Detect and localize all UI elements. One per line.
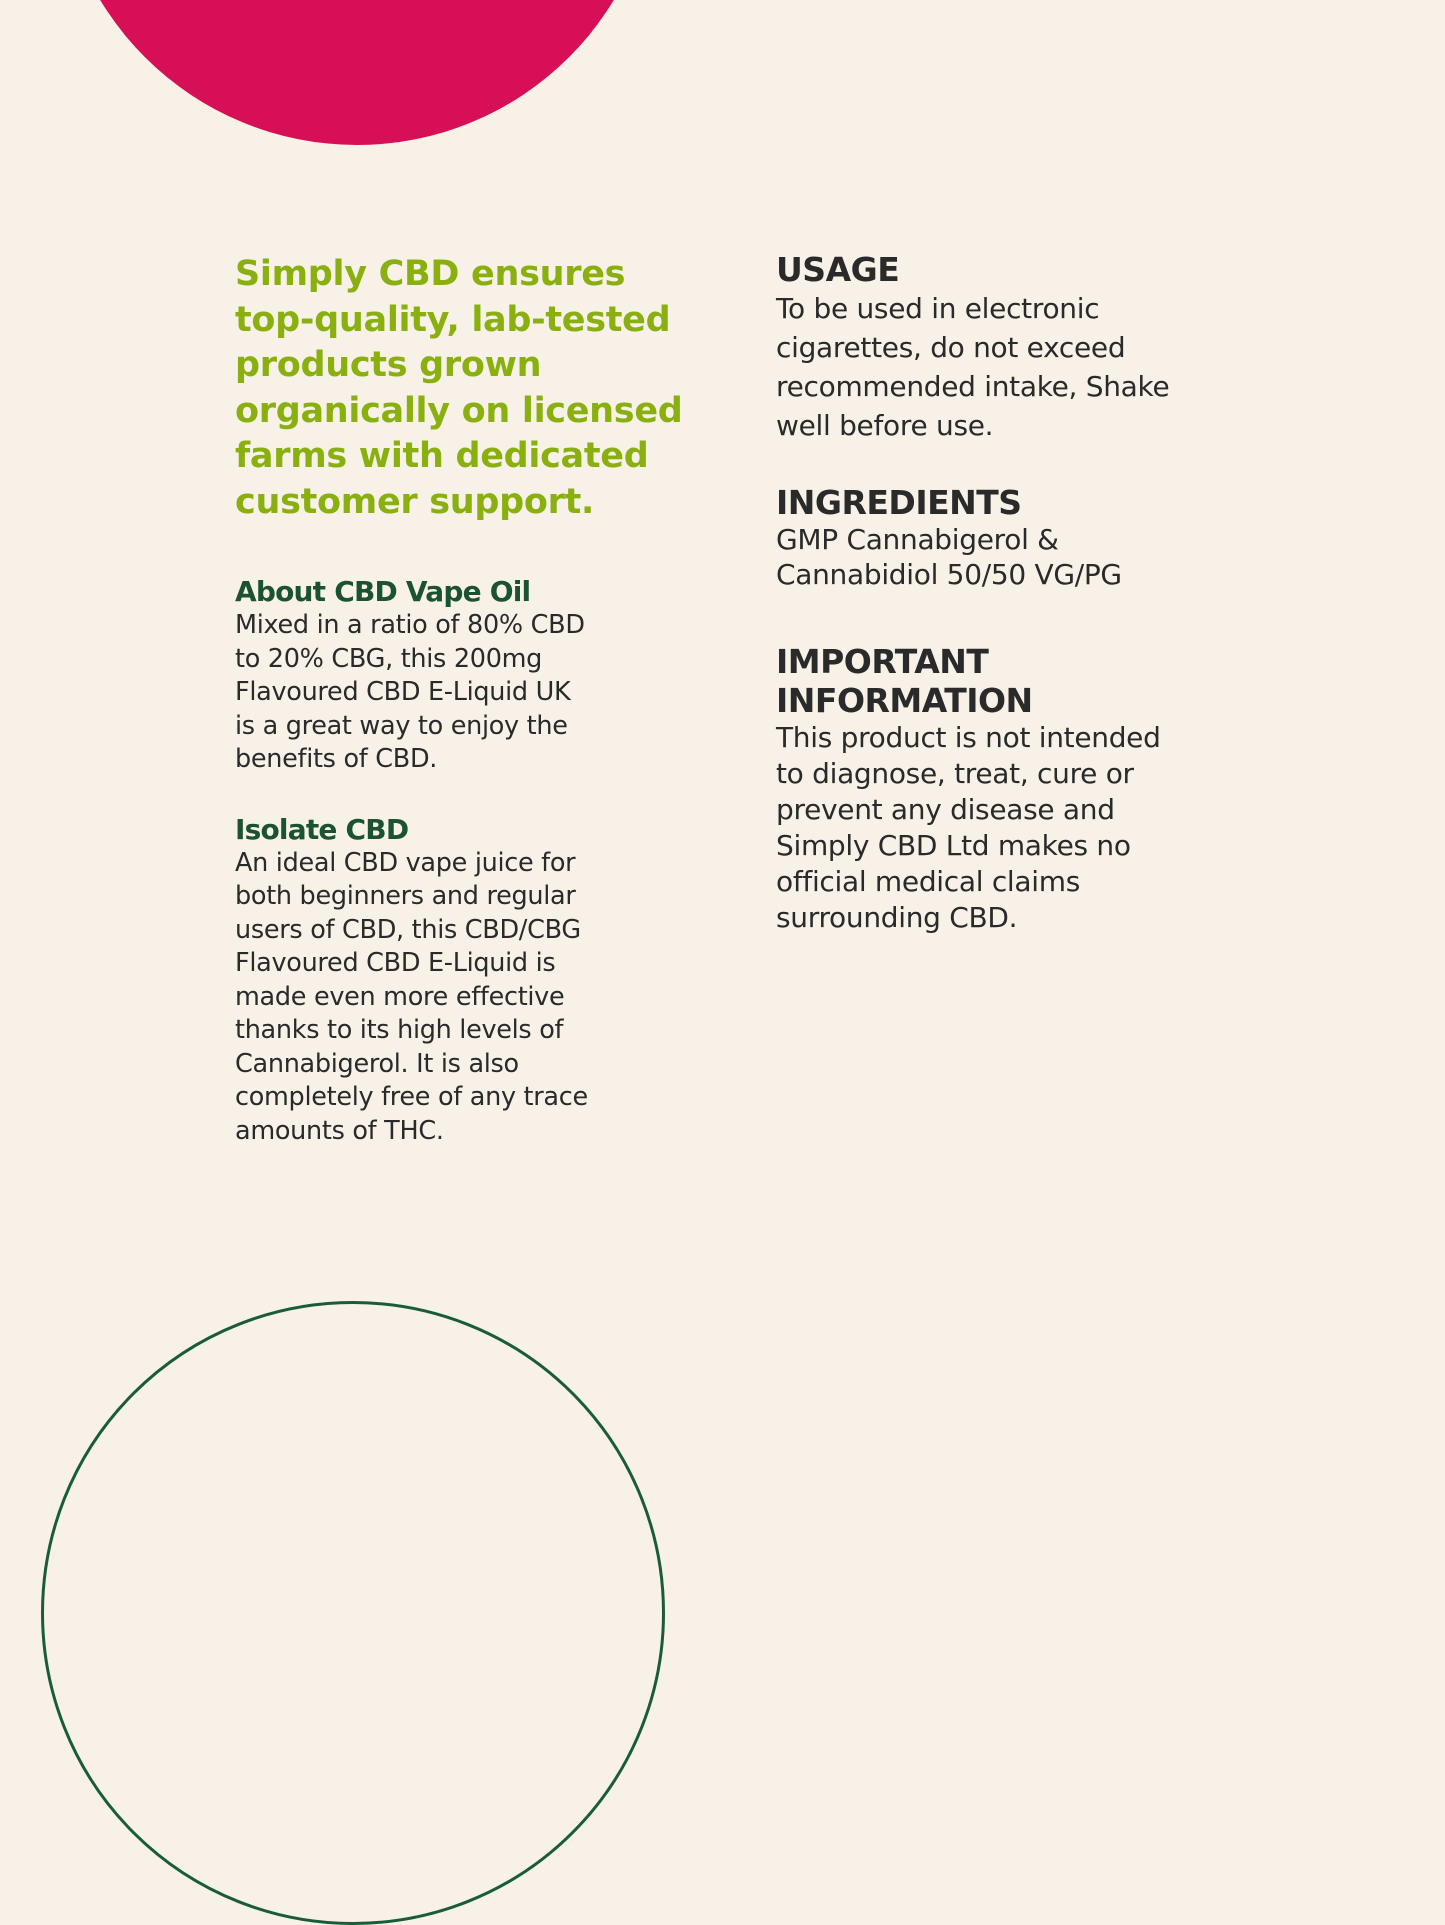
text-line: thanks to its high levels of <box>235 1015 564 1045</box>
text-line: users of CBD, this CBD/CBG <box>235 914 581 945</box>
text-line: Flavoured CBD E-Liquid is <box>235 948 556 978</box>
text-line: to diagnose, treat, cure or <box>776 757 1134 790</box>
text-line: Cannabidiol 50/50 VG/PG <box>776 558 1122 591</box>
text-line: recommended intake, Shake <box>776 370 1170 403</box>
ingredients-heading: INGREDIENTS <box>776 483 1022 522</box>
text-line: IMPORTANT <box>776 642 989 681</box>
text-line: customer support. <box>235 481 595 522</box>
text-line: An ideal CBD vape juice for <box>235 847 576 878</box>
isolate-text: An ideal CBD vape juice for both beginner… <box>235 847 695 1149</box>
text-line: organically on licensed <box>235 390 683 431</box>
text-line: INFORMATION <box>776 681 1033 720</box>
text-line: prevent any disease and <box>776 793 1115 826</box>
decorative-pink-circle <box>57 0 657 145</box>
text-line: is a great way to enjoy the <box>235 710 568 741</box>
text-line: surrounding CBD. <box>776 901 1018 934</box>
about-text: Mixed in a ratio of 80% CBD to 20% CBG, t… <box>235 609 695 777</box>
text-line: products grown <box>235 345 542 385</box>
text-line: completely free of any trace <box>235 1082 588 1112</box>
isolate-heading: Isolate CBD <box>235 812 409 846</box>
tagline: Simply CBD ensures top-quality, lab-teste… <box>235 252 695 525</box>
left-column: Simply CBD ensures top-quality, lab-teste… <box>235 252 695 1148</box>
decorative-green-circle-outline <box>41 1301 665 1925</box>
text-line: top-quality, lab-tested <box>235 299 671 340</box>
text-line: GMP Cannabigerol & <box>776 523 1059 556</box>
text-line: Mixed in a ratio of 80% CBD <box>235 610 585 640</box>
important-text: This product is not intended to diagnose,… <box>776 720 1236 936</box>
text-line: farms with dedicated <box>235 436 649 476</box>
text-line: Simply CBD Ltd makes no <box>776 829 1131 862</box>
text-line: To be used in electronic <box>776 292 1100 325</box>
usage-heading: USAGE <box>776 250 900 289</box>
text-line: amounts of THC. <box>235 1115 444 1146</box>
text-line: made even more effective <box>235 981 565 1012</box>
text-line: cigarettes, do not exceed <box>776 331 1126 364</box>
text-line: This product is not intended <box>776 721 1161 754</box>
text-line: official medical claims <box>776 865 1080 898</box>
text-line: both beginners and regular <box>235 881 576 911</box>
text-line: well before use. <box>776 409 994 442</box>
important-heading: IMPORTANT INFORMATION <box>776 642 1236 720</box>
text-line: Flavoured CBD E-Liquid UK <box>235 677 571 707</box>
text-line: benefits of CBD. <box>235 744 438 774</box>
usage-text: To be used in electronic cigarettes, do n… <box>776 289 1236 445</box>
text-line: to 20% CBG, this 200mg <box>235 643 543 674</box>
ingredients-text: GMP Cannabigerol & Cannabidiol 50/50 VG/P… <box>776 522 1236 592</box>
right-column: USAGE To be used in electronic cigarettes… <box>776 250 1236 936</box>
text-line: Simply CBD ensures <box>235 254 626 294</box>
about-heading: About CBD Vape Oil <box>235 575 531 608</box>
text-line: Cannabigerol. It is also <box>235 1048 519 1079</box>
